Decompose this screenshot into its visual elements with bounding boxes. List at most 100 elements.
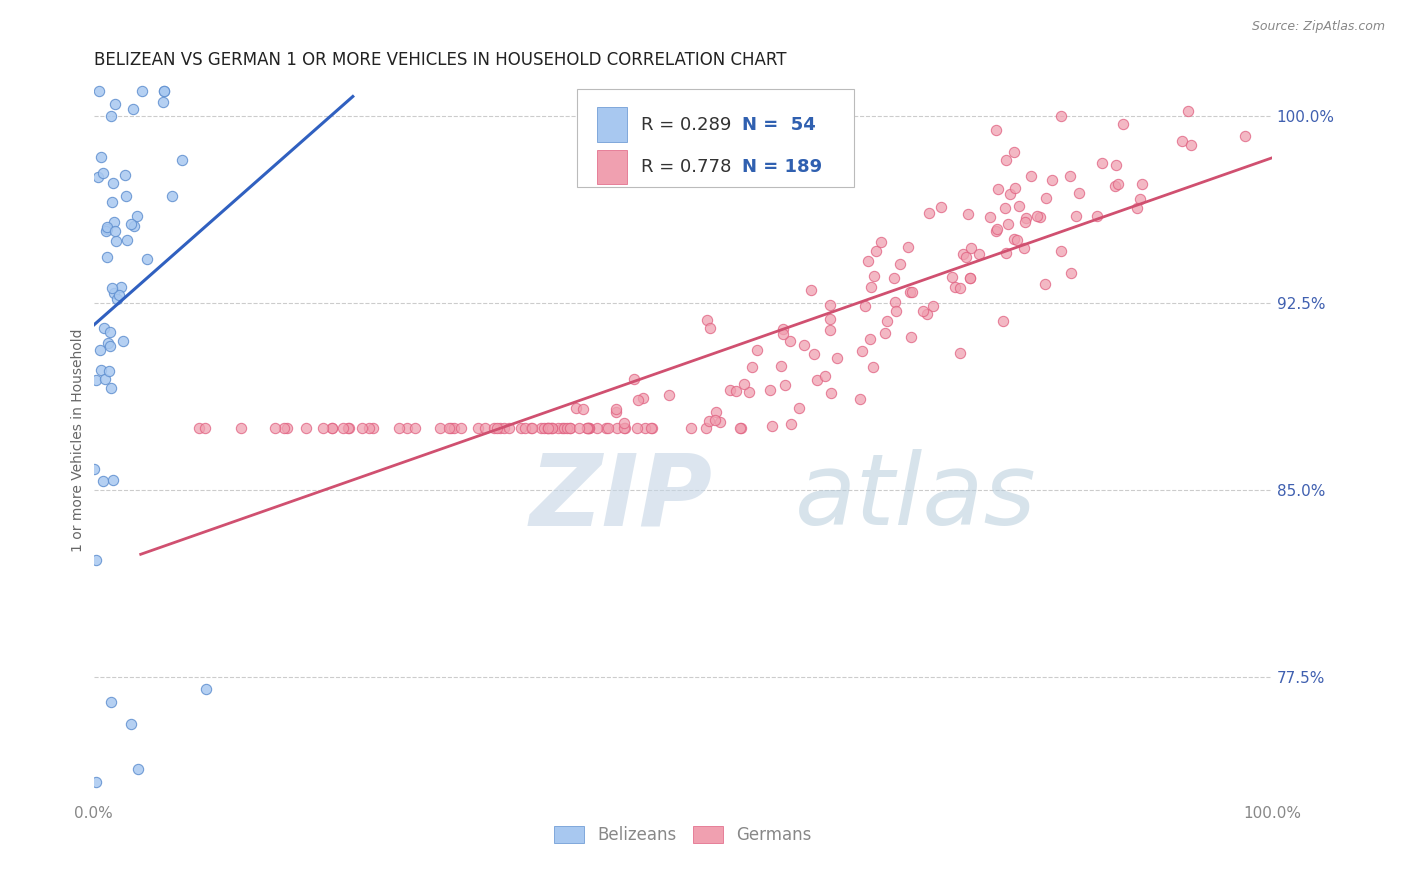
- Point: [986, 222, 1008, 236]
- Point: [131, 84, 153, 98]
- Point: [122, 102, 145, 116]
- Point: [84, 774, 107, 789]
- Point: [745, 343, 768, 358]
- Point: [467, 420, 489, 434]
- Point: [90, 363, 112, 377]
- Point: [294, 420, 316, 434]
- Point: [855, 299, 877, 313]
- Point: [800, 283, 823, 297]
- FancyBboxPatch shape: [576, 89, 853, 187]
- Point: [605, 401, 627, 416]
- Point: [1035, 191, 1057, 205]
- Point: [1091, 155, 1114, 169]
- Point: [162, 189, 184, 203]
- Text: R = 0.289: R = 0.289: [641, 116, 733, 134]
- Point: [1111, 117, 1133, 131]
- Text: atlas: atlas: [794, 450, 1036, 547]
- Point: [761, 418, 783, 433]
- Point: [997, 218, 1019, 232]
- Point: [125, 210, 148, 224]
- Point: [572, 402, 595, 417]
- FancyBboxPatch shape: [596, 150, 627, 185]
- FancyBboxPatch shape: [596, 107, 627, 142]
- Point: [1025, 209, 1047, 223]
- Point: [613, 420, 636, 434]
- Point: [898, 285, 921, 299]
- Point: [105, 234, 128, 248]
- Point: [84, 373, 107, 387]
- Point: [1177, 103, 1199, 118]
- Point: [337, 420, 360, 434]
- Point: [724, 384, 747, 398]
- Point: [863, 269, 886, 284]
- Point: [536, 420, 558, 434]
- Point: [697, 414, 720, 428]
- Point: [513, 420, 536, 434]
- Point: [537, 420, 560, 434]
- Point: [793, 338, 815, 352]
- Point: [613, 416, 636, 430]
- Point: [96, 222, 118, 236]
- Point: [704, 405, 727, 419]
- Point: [576, 420, 599, 434]
- Point: [1059, 169, 1081, 184]
- Point: [98, 339, 121, 353]
- Point: [623, 371, 645, 385]
- Point: [979, 211, 1001, 225]
- Point: [865, 244, 887, 258]
- Point: [1042, 173, 1064, 187]
- Point: [640, 420, 662, 434]
- Point: [321, 420, 343, 434]
- Point: [952, 247, 974, 261]
- Legend: Belizeans, Germans: Belizeans, Germans: [554, 826, 811, 844]
- Point: [787, 401, 810, 416]
- Point: [1000, 186, 1022, 201]
- Point: [858, 254, 880, 268]
- Point: [152, 95, 174, 110]
- Point: [994, 202, 1017, 216]
- Point: [575, 420, 598, 434]
- Point: [1130, 178, 1153, 192]
- Point: [851, 343, 873, 358]
- Point: [869, 235, 891, 250]
- Point: [901, 285, 924, 299]
- Point: [96, 251, 118, 265]
- Point: [915, 307, 938, 321]
- Point: [136, 252, 159, 267]
- Point: [595, 420, 617, 434]
- Point: [969, 247, 991, 261]
- Point: [1104, 179, 1126, 194]
- Point: [859, 332, 882, 346]
- Point: [995, 246, 1018, 260]
- Point: [959, 271, 981, 285]
- Point: [578, 420, 600, 434]
- Point: [862, 359, 884, 374]
- Text: R = 0.778: R = 0.778: [641, 158, 733, 176]
- Point: [922, 299, 945, 313]
- Point: [626, 420, 648, 434]
- Point: [1002, 232, 1025, 246]
- Point: [91, 166, 114, 180]
- Point: [627, 393, 650, 408]
- Point: [986, 224, 1008, 238]
- Point: [949, 281, 972, 295]
- Point: [560, 420, 582, 434]
- Point: [955, 250, 977, 264]
- Point: [883, 271, 905, 285]
- Point: [918, 205, 941, 219]
- Point: [332, 420, 354, 434]
- Point: [929, 200, 952, 214]
- Point: [900, 330, 922, 344]
- Point: [153, 84, 176, 98]
- Point: [818, 323, 841, 337]
- Point: [98, 325, 121, 339]
- Point: [482, 420, 505, 434]
- Point: [860, 280, 883, 294]
- Point: [703, 412, 725, 426]
- Point: [1008, 199, 1031, 213]
- Point: [568, 420, 591, 434]
- Point: [87, 169, 110, 184]
- Point: [873, 326, 896, 340]
- Point: [538, 420, 561, 434]
- Text: ZIP: ZIP: [530, 450, 713, 547]
